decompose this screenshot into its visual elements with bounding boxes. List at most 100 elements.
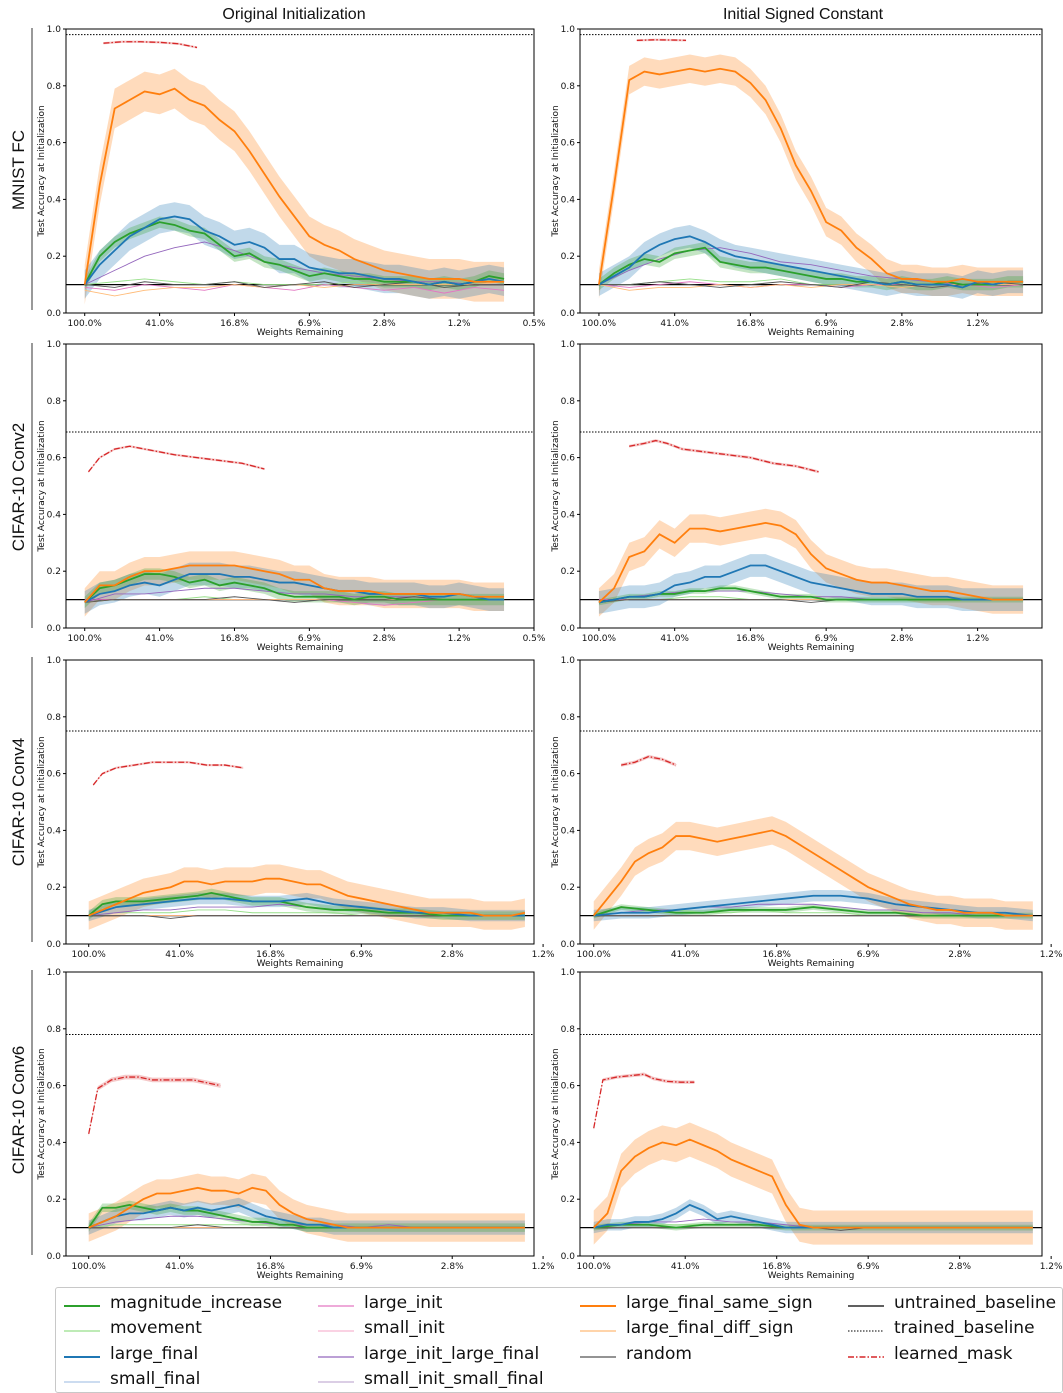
x-tick-label: 100.0% [582,319,617,329]
legend-swatch-line [64,1381,100,1383]
y-tick-label: 0.8 [561,397,576,407]
legend-item-large-final-diff-sign: large_final_diff_sign [578,1316,813,1342]
legend-item-small-init: small_init [316,1316,544,1342]
x-tick-label: 6.9% [857,950,880,960]
legend-swatch [62,1374,102,1384]
legend-swatch-line [848,1330,884,1332]
y-tick-label: 0.2 [47,567,61,577]
legend-label: small_init [364,1318,445,1339]
y-tick-label: 0.8 [47,713,62,723]
y-tick-label: 0.4 [561,510,576,520]
x-tick-label: 16.8% [736,319,765,329]
legend-item-large-init: large_init [316,1290,544,1316]
legend-swatch-line [64,1355,100,1358]
x-tick-label: 1.2% [448,319,471,329]
x-tick-label: 2.8% [948,950,971,960]
legend-label: learned_mask [894,1343,1013,1364]
legend-label: trained_baseline [894,1318,1035,1339]
series-large_final [598,235,1024,289]
y-tick-label: 0.4 [561,1138,576,1148]
x-tick-label: 6.9% [298,634,321,644]
legend-swatch [316,1349,356,1359]
row-title-1: CIFAR-10 Conv2 [9,423,28,552]
row-title-2: CIFAR-10 Conv4 [9,738,28,867]
legend-swatch-line [848,1356,884,1358]
x-tick-label: 100.0% [72,1262,107,1272]
series-large_final [598,564,1024,604]
x-tick-label: 16.8% [256,1262,285,1272]
band-magnitude_increase [84,216,505,291]
legend-label: small_init_small_final [364,1369,544,1390]
y-tick-label: 0.6 [561,139,576,149]
legend-column-0: magnitude_increase movement large_final … [62,1290,282,1392]
legend-swatch [62,1323,102,1333]
y-tick-label: 1.0 [561,340,576,350]
legend-label: large_init [364,1292,443,1313]
row-header-3: CIFAR-10 Conv6 [9,970,33,1255]
y-tick-label: 0.6 [47,770,62,780]
band-large_final [84,202,505,299]
series-large_final [88,897,525,917]
x-tick-label: 16.8% [256,950,285,960]
legend-swatch-line [318,1356,354,1358]
y-tick-label: 0.4 [47,195,62,205]
series-learned_mask [621,755,677,766]
axes-frame [65,28,535,314]
plot-area [66,1033,534,1242]
chart-panels: 0.0 0.2 0.4 0.6 0.8 1.0 100.0% 41.0% 16.8% 6.9% 2.… [37,25,1063,1281]
x-axis-label: Weights Remaining [768,1271,855,1281]
y-tick-label: 0.8 [561,1025,576,1035]
axes-frame [579,659,1043,945]
band-large_final [84,562,505,614]
series-large_final_same_sign [83,87,505,285]
x-tick-label: 1.2% [966,634,989,644]
band-large_final_same_sign [84,68,505,305]
x-tick-label: 41.0% [660,634,689,644]
x-tick-label: 100.0% [68,634,103,644]
band-large_final_same_sign [593,816,1033,930]
y-tick-label: 1.0 [47,25,62,35]
series-large_final [593,894,1033,917]
series-learned_mask [92,761,244,786]
legend-item-magnitude-increase: magnitude_increase [62,1290,282,1316]
series-learned_mask [593,1073,695,1129]
panel-0-1: 0.0 0.2 0.4 0.6 0.8 1.0 100.0% 41.0% 16.8% 6.9% 2.… [551,25,1043,338]
column-title-0: Original Initialization [222,6,365,23]
panel-0-0: 0.0 0.2 0.4 0.6 0.8 1.0 100.0% 41.0% 16.8% 6.9% 2.… [37,25,546,338]
x-tick-label: 6.9% [350,1262,373,1272]
y-tick-label: 0.4 [47,826,62,836]
legend-column-1: large_init small_init large_init_large_f… [316,1290,544,1392]
series-random [84,596,505,603]
series-large_final_same_sign [593,1138,1033,1229]
band-large_final_same_sign [593,1122,1033,1245]
x-axis-label: Weights Remaining [768,959,855,969]
legend-swatch [846,1323,886,1333]
y-tick-label: 0.2 [561,1195,575,1205]
x-tick-label: 6.9% [815,634,838,644]
x-tick-label: 41.0% [145,634,174,644]
legend-swatch [316,1374,356,1384]
plot-area [580,730,1042,930]
x-tick-label: 2.8% [373,319,396,329]
y-tick-label: 0.6 [47,1082,62,1092]
y-tick-label: 1.0 [47,340,62,350]
y-tick-label: 0.2 [47,252,61,262]
y-tick-label: 1.0 [47,968,62,978]
x-tick-label: 41.0% [671,1262,700,1272]
series-large_final_same_sign [88,877,526,917]
series-learned_mask [88,1076,221,1135]
plot-area [580,431,1042,617]
y-tick-label: 1.0 [561,25,576,35]
legend-swatch-line [580,1356,616,1358]
y-tick-label: 0.0 [561,624,576,634]
legend-item-random: random [578,1341,813,1367]
y-tick-label: 0.2 [47,1195,61,1205]
x-tick-label: 2.8% [441,950,464,960]
y-tick-label: 0.4 [47,510,62,520]
legend-label: movement [110,1318,202,1339]
y-tick-label: 0.8 [561,713,576,723]
axes-frame [65,659,535,945]
legend-swatch-line [848,1305,884,1307]
x-tick-label: 1.2% [1040,1262,1063,1272]
y-tick-label: 0.6 [561,770,576,780]
